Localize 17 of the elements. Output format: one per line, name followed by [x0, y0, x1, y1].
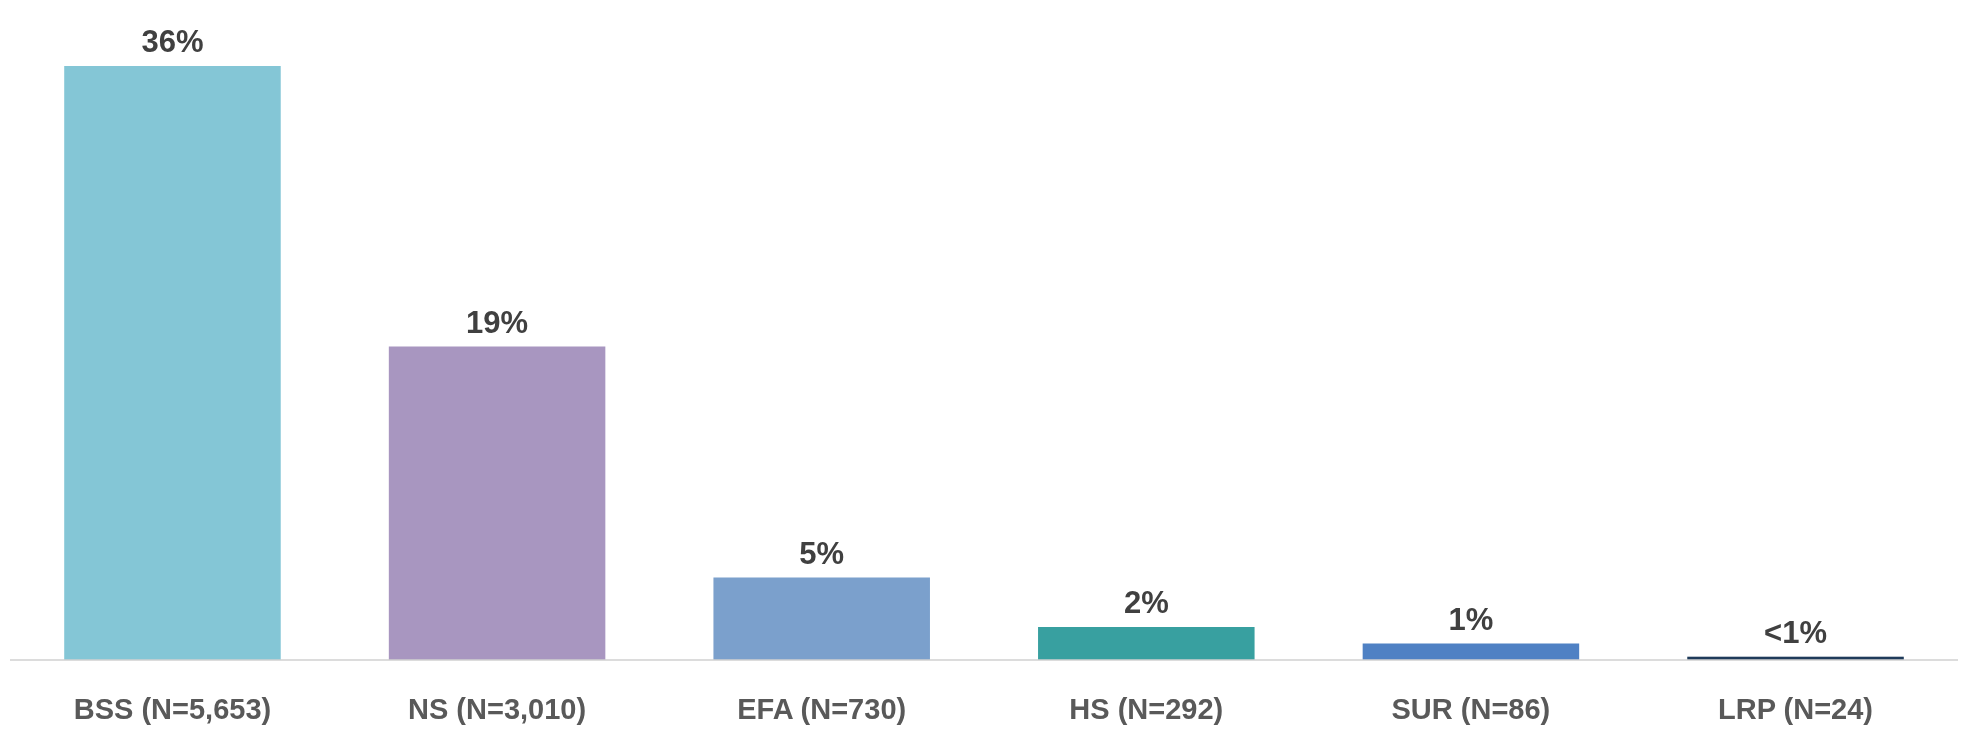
- data-label: 36%: [141, 24, 204, 59]
- bar: [64, 66, 281, 660]
- data-label: 19%: [466, 304, 529, 340]
- x-tick-label: LRP (N=24): [1718, 693, 1874, 725]
- data-label: <1%: [1764, 614, 1827, 650]
- x-tick-label: SUR (N=86): [1391, 693, 1551, 725]
- data-label: 1%: [1448, 601, 1494, 637]
- x-tick-label: BSS (N=5,653): [73, 693, 272, 725]
- bar: [388, 346, 606, 660]
- x-tick-label: EFA (N=730): [737, 693, 907, 725]
- bar: [1362, 643, 1580, 660]
- bar: [1038, 627, 1255, 660]
- x-tick-label: NS (N=3,010): [408, 693, 587, 725]
- bar: [713, 577, 930, 660]
- data-label: 2%: [1123, 585, 1169, 620]
- x-tick-label: HS (N=292): [1069, 693, 1224, 725]
- data-label: 5%: [799, 535, 845, 571]
